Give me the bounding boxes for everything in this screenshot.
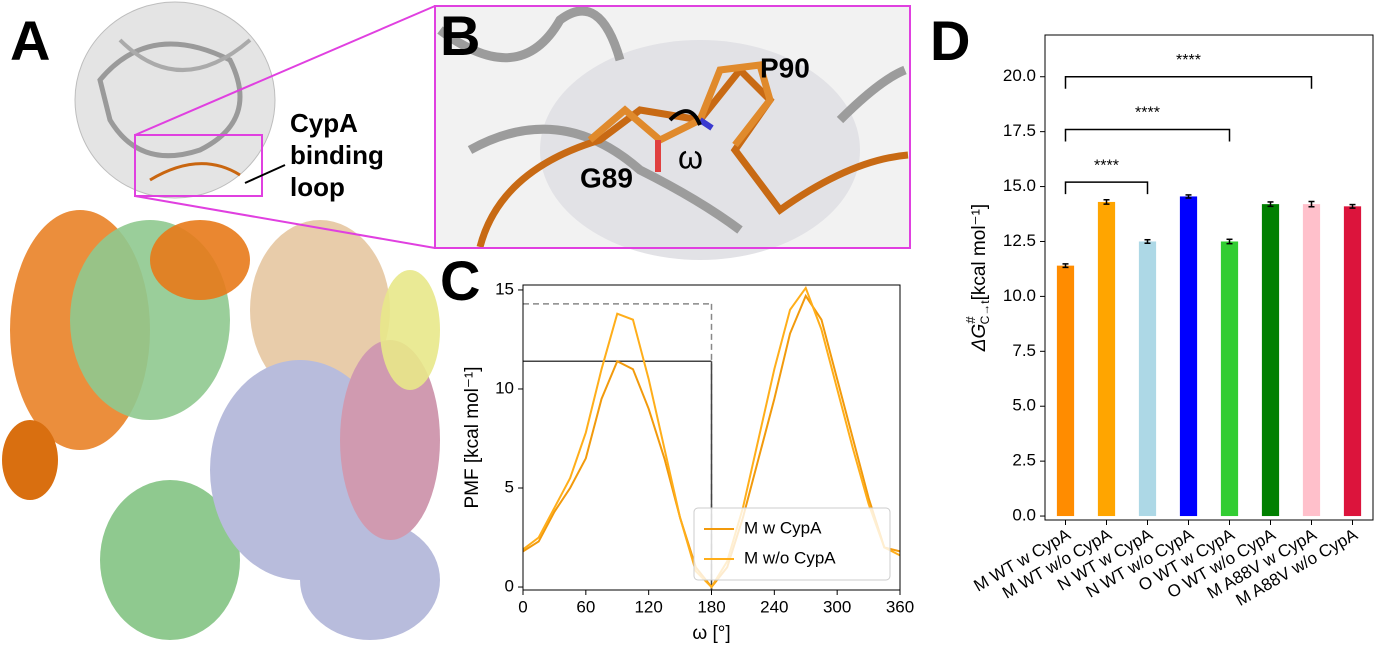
y-tick-label: 10.0 [1003,286,1036,305]
annotation: loop [290,172,345,202]
significance-bracket [1064,128,1231,142]
y-tick-label: 12.5 [1003,231,1036,250]
label-part: ΔG [969,324,990,353]
residue-label: P90 [760,52,810,83]
y-tick-label: 0.0 [1012,506,1036,525]
line-series [522,285,901,589]
significance-label: **** [1176,52,1201,69]
x-tick-label: 180 [697,597,725,616]
x-axis-label: ω [°] [692,623,730,644]
x-tick-label: 360 [886,597,914,616]
x-tick-label: 120 [634,597,662,616]
bar [1138,241,1157,517]
bar [1056,265,1075,517]
panel-label: D [930,9,970,72]
legend-label: M w CypA [744,518,822,537]
significance-bracket [1064,181,1149,195]
y-tick-label: 15 [495,279,514,298]
legend-box [693,507,891,581]
y-tick-label: 20.0 [1003,66,1036,85]
zoom-line [134,5,436,136]
y-axis-label: PMF [kcal mol⁻¹] [462,367,483,509]
label-part: # [963,316,978,324]
zoom-frame [434,5,911,249]
bar [1220,241,1239,517]
bar [1097,201,1116,517]
y-tick-label: 10 [495,378,514,397]
panel-label: A [10,9,50,72]
x-tick-label: 240 [760,597,788,616]
panel-label: C [440,249,480,312]
plot-frame [522,284,901,591]
zoom-box [134,134,263,197]
significance-label: **** [1094,157,1119,174]
zoom-illustration [436,6,909,260]
y-tick-label: 2.5 [1012,451,1036,470]
legend-label: M w/o CypA [744,548,836,567]
bar [1179,196,1198,517]
pointer-arrow [244,164,286,184]
y-axis-label: ΔG#C→t[kcal mol⁻¹] [963,204,992,352]
label-part: C→t [978,300,992,325]
y-tick-label: 17.5 [1003,121,1036,140]
significance-label: **** [1135,105,1160,122]
annotation: CypA [290,108,358,138]
bar [1302,204,1321,517]
significance-bracket [1064,75,1313,89]
x-tick-label: 60 [576,597,595,616]
protein-illustration [2,1,440,640]
bar [1343,206,1362,517]
plot-frame [1044,34,1374,521]
y-tick-label: 5.0 [1012,396,1036,415]
x-tick-label: 300 [823,597,851,616]
zoom-line [134,195,436,249]
annotation: binding [290,140,384,170]
angle-label: ω [678,139,703,175]
bar [1261,204,1280,517]
y-tick-label: 0 [505,577,514,596]
y-tick-label: 7.5 [1012,341,1036,360]
y-tick-label: 15.0 [1003,176,1036,195]
x-tick-label: 0 [518,597,527,616]
label-part: [kcal mol⁻¹] [969,204,990,301]
panel-label: B [440,4,480,67]
y-tick-label: 5 [505,477,514,496]
residue-label: G89 [580,162,633,193]
